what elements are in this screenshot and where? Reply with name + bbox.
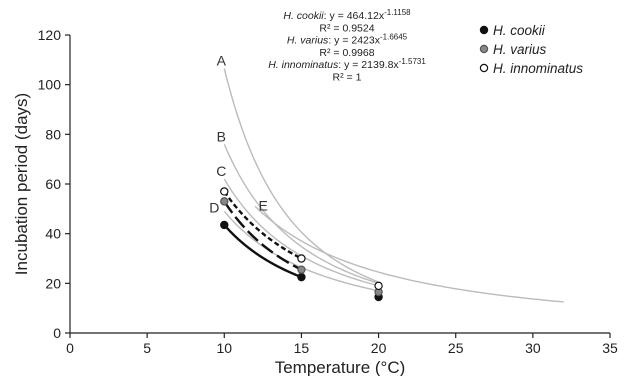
equation-species: H. varius (287, 35, 329, 47)
equation-exponent: -1.6645 (380, 33, 408, 42)
x-axis-title: Temperature (°C) (275, 358, 406, 376)
reference-curve-label: B (217, 128, 226, 144)
legend-marker (479, 44, 489, 54)
equation-line: R² = 0.9968 (319, 47, 374, 59)
reference-curve-e (254, 205, 564, 303)
reference-curve-label: D (209, 199, 219, 215)
equation-colon: : (338, 59, 344, 71)
equation-formula: y = 464.12x (329, 10, 384, 22)
y-tick-label: 80 (45, 126, 61, 142)
equation-species: H. innominatus (268, 59, 339, 71)
legend-label: H. varius (493, 42, 547, 57)
x-tick-label: 0 (66, 340, 74, 356)
y-tick-label: 0 (53, 325, 61, 341)
legend: H. cookii H. varius H. innominatus (479, 23, 583, 76)
legend-marker (479, 25, 489, 35)
equation-line: H. innominatus: y = 2139.8x-1.5731 (268, 57, 426, 71)
equation-colon: : (324, 10, 330, 22)
reference-curves: A B C D E (209, 53, 564, 303)
y-tick-label: 100 (38, 77, 62, 93)
equation-formula: R² = 0.9968 (319, 47, 374, 59)
x-tick-label: 20 (371, 340, 387, 356)
legend-label: H. innominatus (493, 61, 583, 76)
data-series (220, 187, 383, 302)
data-point-h-varius (297, 265, 306, 274)
legend-label: H. cookii (493, 23, 546, 38)
equation-line: H. varius: y = 2423x-1.6645 (287, 33, 408, 47)
y-axis-title: Incubation period (days) (12, 93, 31, 275)
data-point-h-innominatus (374, 281, 383, 291)
x-tick-label: 30 (525, 340, 541, 356)
data-point-h-cookii (220, 220, 229, 230)
data-point-h-cookii (297, 272, 306, 282)
equation-formula: R² = 1 (333, 72, 362, 84)
data-point-h-innominatus (220, 187, 229, 196)
y-tick-label: 120 (38, 27, 62, 43)
equation-line: H. cookii: y = 464.12x-1.1158 (283, 8, 411, 22)
series-line-h-cookii (223, 224, 302, 279)
y-tick-label: 20 (45, 275, 61, 291)
equation-exponent: -1.5731 (399, 57, 427, 66)
reference-curve-a (223, 68, 379, 283)
x-tick-label: 25 (448, 340, 464, 356)
y-tick-label: 60 (45, 176, 61, 192)
reference-curve-label: E (258, 197, 267, 213)
reference-curve-label: C (216, 163, 226, 179)
x-tick-label: 5 (143, 340, 151, 356)
equation-line: R² = 1 (333, 72, 362, 84)
equation-formula: y = 2423x (334, 35, 381, 47)
x-ticks: 0 5 10 15 20 25 30 35 (66, 333, 618, 356)
data-point-h-innominatus (297, 254, 306, 263)
reference-curve-label: A (217, 53, 227, 69)
equation-exponent: -1.1158 (384, 8, 411, 17)
series-line-h-innominatus (223, 190, 302, 260)
legend-marker (479, 63, 489, 73)
y-tick-label: 40 (45, 226, 61, 242)
reference-curve-b (223, 143, 379, 284)
series-line-h-varius (223, 200, 302, 271)
data-point-h-varius (220, 197, 229, 206)
equation-formula: y = 2139.8x (344, 59, 399, 71)
equation-species: H. cookii (283, 10, 324, 22)
x-tick-label: 10 (216, 340, 232, 356)
equation-formula: R² = 0.9524 (319, 22, 374, 34)
equation-line: R² = 0.9524 (319, 22, 374, 34)
x-tick-label: 15 (294, 340, 310, 356)
y-ticks: 0 20 40 60 80 100 120 (38, 27, 70, 341)
equation-colon: : (328, 35, 334, 47)
x-tick-label: 35 (602, 340, 618, 356)
